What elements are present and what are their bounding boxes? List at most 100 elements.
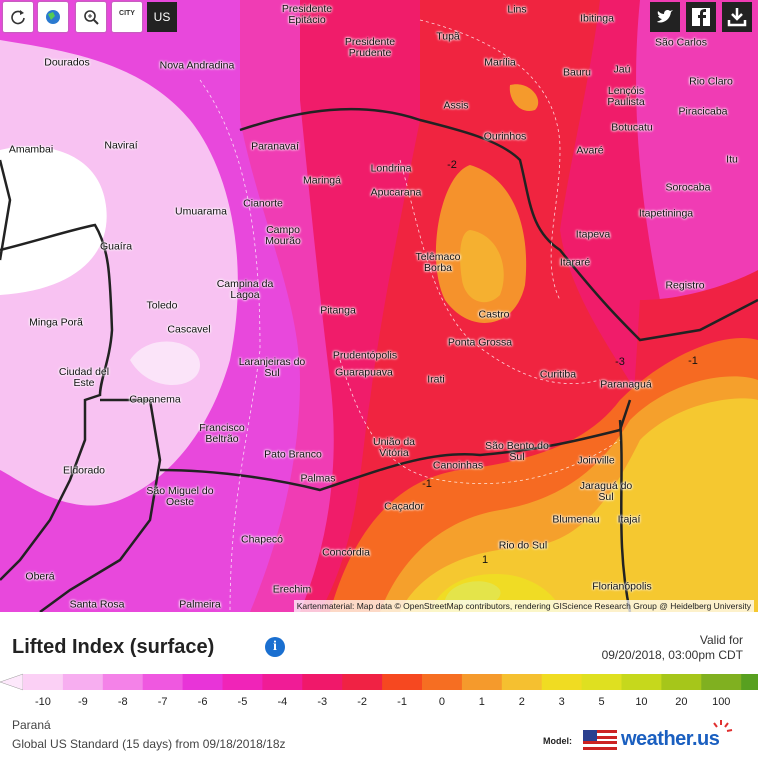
contour [339, 359, 621, 484]
city-label: Rio Claro [689, 75, 733, 88]
globe-button[interactable] [38, 2, 68, 32]
city-label: Castro [478, 308, 510, 321]
city-label: Oberá [25, 570, 55, 583]
scale-swatch [302, 674, 343, 690]
city-label: Assis [443, 99, 469, 112]
scale-tick-label: -5 [237, 696, 248, 708]
scale-tick-label: 1 [478, 696, 485, 708]
facebook-button[interactable] [686, 2, 716, 32]
scale-swatch [741, 674, 758, 690]
scale-swatch [222, 674, 263, 690]
brand-logo[interactable]: weather.us [621, 728, 720, 750]
color-scale [0, 673, 758, 691]
city-label: Paranaguá [600, 378, 652, 391]
border [239, 107, 758, 342]
twitter-button[interactable] [650, 2, 680, 32]
border [0, 159, 12, 261]
scale-tick-label: -9 [77, 696, 88, 708]
city-label: Minga Porã [29, 316, 83, 329]
city-label: São Miguel do Oeste [146, 485, 214, 508]
city-label: Piracicaba [678, 105, 728, 118]
city-label: Irati [427, 373, 445, 386]
contours [199, 19, 621, 612]
twitter-icon [657, 10, 673, 23]
city-label: Caçador [384, 500, 424, 513]
city-label: Toledo [146, 299, 178, 312]
zoom-icon [84, 10, 99, 25]
city-label: São Bento do Sul [485, 440, 549, 463]
city-label: Itapetininga [638, 207, 694, 220]
scale-swatch [342, 674, 383, 690]
scale-swatch [461, 674, 503, 690]
scale-swatch [262, 674, 303, 690]
download-icon [727, 8, 747, 27]
city-label: Ibitinga [580, 12, 614, 25]
contour [419, 19, 561, 301]
city-label: Botucatu [611, 121, 653, 134]
contour-label: -2 [447, 159, 457, 171]
city-label: Itu [726, 153, 738, 166]
scale-swatch [382, 674, 423, 690]
city-label: Campo Mourão [265, 224, 301, 247]
city-label: Bauru [562, 66, 592, 79]
border [39, 398, 162, 612]
refresh-button[interactable] [3, 2, 33, 32]
zoom-button[interactable] [76, 2, 106, 32]
city-label: Canoinhas [432, 459, 484, 472]
city-label: Palmeira [179, 598, 221, 611]
us-flag [583, 730, 617, 750]
city-label: Ciudad del Este [58, 366, 110, 389]
scale-swatch [142, 674, 184, 690]
field-yellow [400, 398, 758, 612]
download-button[interactable] [722, 2, 752, 32]
scale-swatch [182, 674, 223, 690]
scale-swatch [541, 674, 583, 690]
city-label: Joinville [577, 454, 615, 467]
city-label: Capanema [129, 393, 181, 406]
field-orange-small [509, 84, 539, 111]
city-label: Blumenau [552, 513, 600, 526]
scale-swatch [102, 674, 144, 690]
scale-tick-label: -1 [397, 696, 407, 708]
city-label: Santa Rosa [69, 598, 125, 611]
city-label: São Carlos [655, 36, 707, 49]
valid-label: Valid for [699, 633, 743, 647]
city-label: Erechim [272, 583, 312, 596]
city-label: Marília [484, 56, 516, 69]
info-button[interactable]: i [265, 637, 285, 657]
field-orange-core [460, 230, 504, 303]
city-label: Chapecó [240, 533, 284, 546]
city-label: Campina da Lagoa [216, 278, 274, 301]
city-label: Guaíra [99, 240, 133, 253]
city-label: Concórdia [322, 546, 370, 559]
city-label: Presidente Epitácio [281, 3, 333, 26]
city-label: Itararé [559, 256, 591, 269]
city-label: Nova Andradina [159, 59, 235, 72]
border [159, 399, 632, 492]
scale-tick-label: 0 [438, 696, 445, 708]
map[interactable]: Presidente Epitácio Lins Ibitinga São Carlo… [0, 0, 758, 612]
city-label: Apucarana [370, 186, 422, 199]
scale-tick-label: 20 [675, 696, 688, 708]
region: Paraná [12, 718, 51, 732]
city-label: Itapeva [575, 228, 611, 241]
city-label: Laranjeiras do Sul [238, 356, 306, 379]
scale-swatch [501, 674, 543, 690]
city-button[interactable]: CITY [112, 2, 142, 32]
city-label: Londrina [370, 162, 412, 175]
city-label: Jaraguá do Sul [579, 480, 633, 503]
city-label: Florianópolis [592, 580, 652, 593]
country-button[interactable]: US [147, 2, 177, 32]
refresh-icon [11, 10, 25, 25]
legend-title: Lifted Index (surface) [12, 636, 215, 658]
scale-swatch [661, 674, 702, 690]
scale-tick-label: 100 [712, 696, 731, 708]
city-label: Telêmaco Borba [415, 251, 461, 274]
city-label: Registro [665, 279, 705, 292]
field-yellow-core [445, 581, 501, 607]
city-label: Lins [507, 3, 527, 16]
contour [399, 159, 601, 385]
city-label: Sorocaba [665, 181, 711, 194]
city-label: Umuarama [175, 205, 227, 218]
scale-tick-label: -7 [157, 696, 168, 708]
